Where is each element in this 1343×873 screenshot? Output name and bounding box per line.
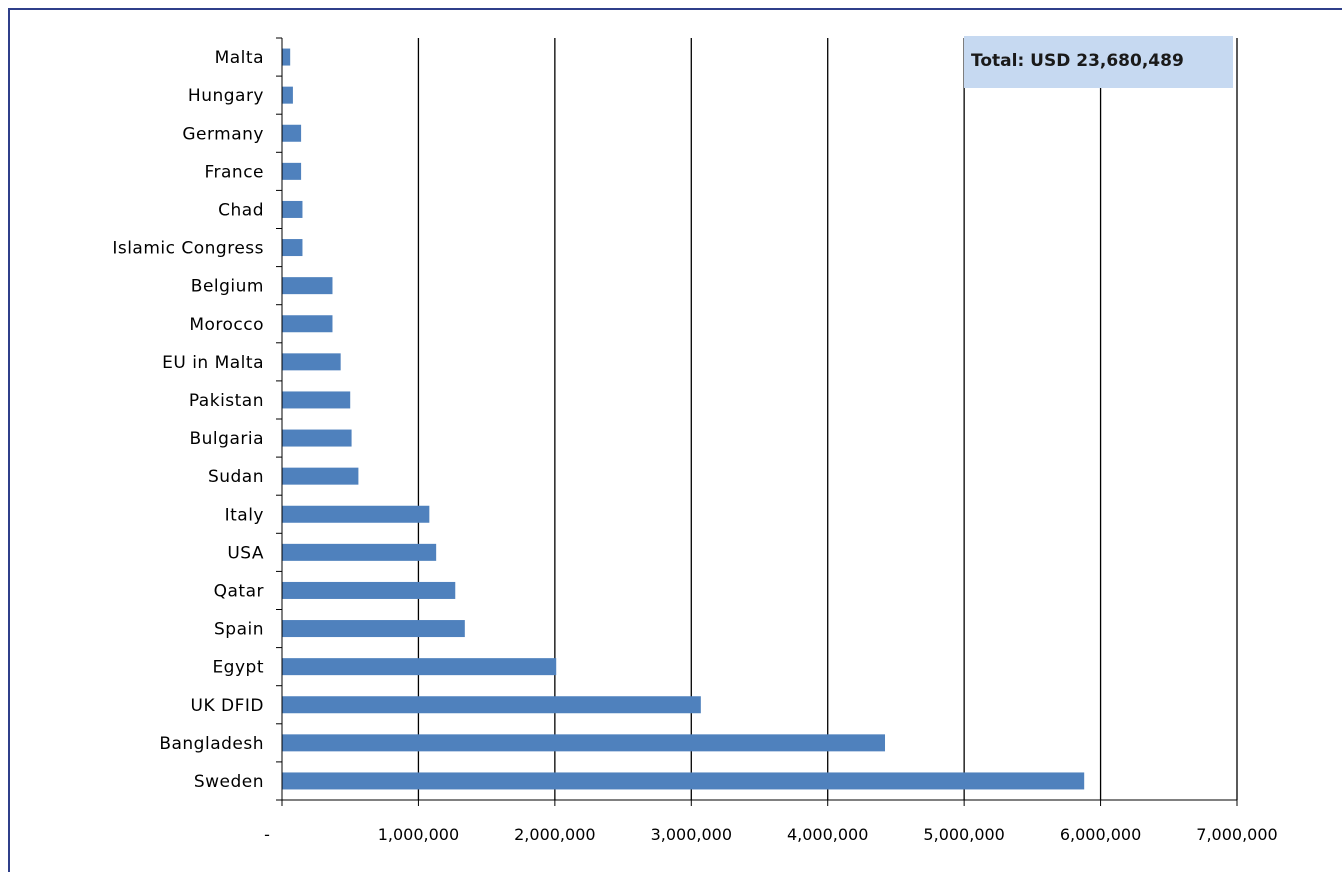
category-label: Hungary	[188, 86, 264, 106]
bar-france	[282, 162, 302, 180]
category-label: Egypt	[212, 658, 264, 678]
x-tick-label: 4,000,000	[787, 825, 868, 844]
bar-belgium	[282, 277, 333, 295]
bar-eu-in-malta	[282, 353, 341, 371]
category-label: EU in Malta	[162, 353, 264, 373]
axes	[276, 37, 1238, 806]
category-label: USA	[227, 543, 264, 563]
category-label: UK DFID	[191, 696, 264, 716]
category-label: Pakistan	[189, 391, 264, 411]
bar-germany	[282, 124, 302, 142]
bar-italy	[282, 505, 430, 523]
gridlines	[417, 38, 1238, 800]
bar-sudan	[282, 467, 359, 485]
category-label: Islamic Congress	[112, 239, 264, 259]
bar-malta	[282, 48, 291, 66]
bar-bangladesh	[282, 734, 886, 752]
x-tick-label: 2,000,000	[514, 825, 595, 844]
category-label: Qatar	[214, 581, 264, 601]
x-tick-label: 6,000,000	[1060, 825, 1141, 844]
bar-morocco	[282, 315, 333, 333]
total-annotation-box	[964, 36, 1233, 88]
x-tick-label: 7,000,000	[1196, 825, 1277, 844]
bar-spain	[282, 620, 465, 638]
chart-frame	[8, 8, 1342, 872]
category-label: Italy	[225, 505, 264, 525]
category-label: Sweden	[194, 772, 264, 792]
category-label: Morocco	[189, 315, 264, 335]
bar-hungary	[282, 86, 293, 104]
bar-islamic-congress	[282, 239, 303, 257]
category-label: Germany	[182, 124, 264, 144]
category-labels: Malta Hungary Germany France Chad Islamic Con…	[112, 48, 265, 792]
category-label: Sudan	[208, 467, 264, 487]
category-label: Chad	[218, 200, 264, 220]
bar-bulgaria	[282, 429, 352, 447]
bar-egypt	[282, 658, 557, 676]
category-label: Malta	[215, 48, 264, 68]
category-label: Bangladesh	[159, 734, 264, 754]
x-tick-label: 5,000,000	[923, 825, 1004, 844]
category-label: France	[204, 162, 264, 182]
bar-uk-dfid	[282, 696, 701, 714]
total-annotation: Total: USD 23,680,489	[964, 36, 1233, 88]
bar-pakistan	[282, 391, 351, 409]
bar-qatar	[282, 581, 456, 599]
category-label: Bulgaria	[190, 429, 265, 449]
x-tick-label: 1,000,000	[378, 825, 459, 844]
category-label: Spain	[214, 620, 264, 640]
total-annotation-text: Total: USD 23,680,489	[971, 51, 1184, 71]
bar-usa	[282, 543, 437, 561]
bar-chad	[282, 200, 303, 218]
category-label: Belgium	[191, 277, 264, 297]
bars	[282, 48, 1085, 790]
value-tick-labels: - 1,000,000 2,000,000 3,000,000 4,000,000 5,0…	[264, 825, 1278, 844]
x-tick-label: -	[264, 825, 270, 844]
bar-sweden	[282, 772, 1085, 790]
x-tick-label: 3,000,000	[651, 825, 732, 844]
